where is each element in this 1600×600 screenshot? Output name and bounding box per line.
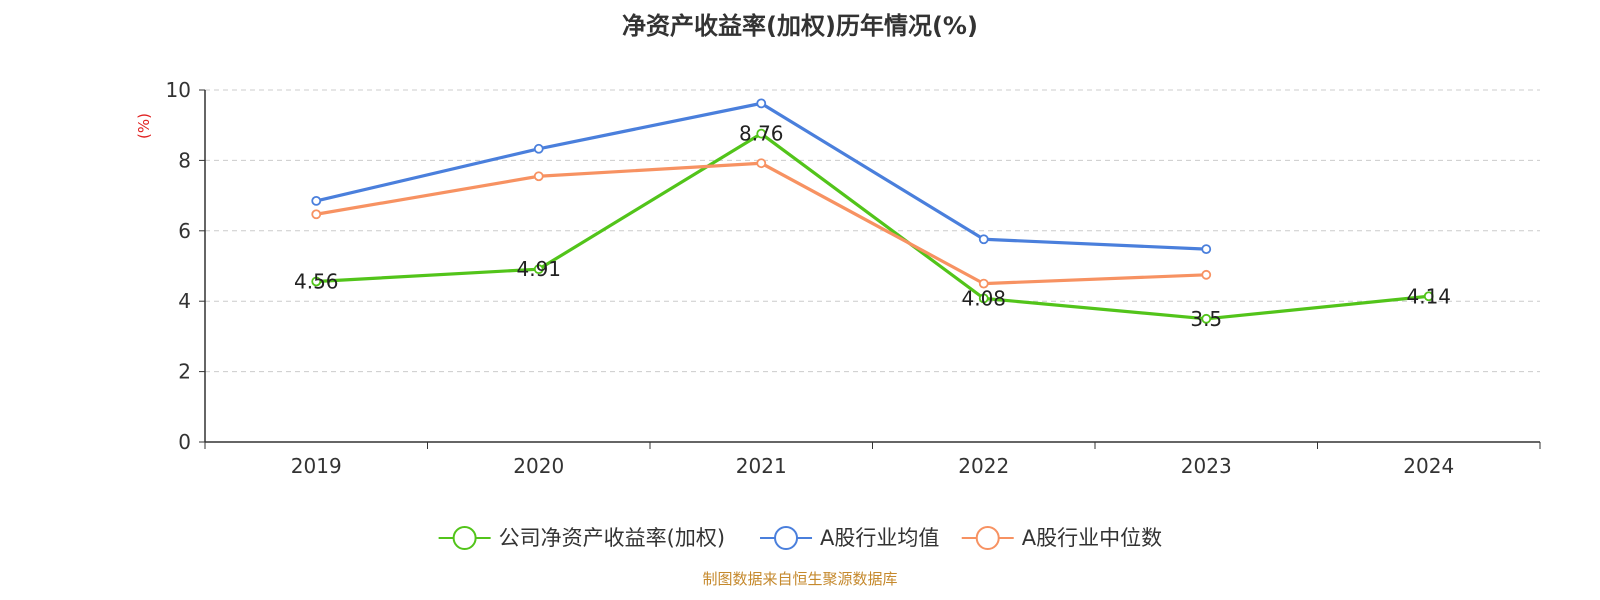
- y-tick-label: 10: [166, 78, 191, 102]
- data-label: 4.56: [294, 269, 339, 293]
- y-tick-label: 4: [178, 289, 191, 313]
- data-label: 4.91: [516, 257, 561, 281]
- series-0-point: [756, 128, 767, 139]
- y-tick-label: 2: [178, 360, 191, 384]
- source-label: 制图数据来自恒生聚源数据库: [702, 570, 898, 588]
- x-tick-label: 2023: [1181, 454, 1232, 478]
- axis-layer: 0 2 4 6 8 10 (%) 2019 2020 2021 2022 2023 2024: [135, 78, 1541, 478]
- series-1-point: [978, 234, 989, 245]
- series-line-2: [314, 161, 1208, 286]
- x-tick-label: 2020: [513, 454, 564, 478]
- grid-layer: [205, 89, 1540, 373]
- legend-layer: 公司净资产收益率(加权) A股行业均值 A股行业中位数: [438, 526, 1162, 550]
- legend-swatch-marker: [975, 526, 1000, 550]
- x-tick-label: 2019: [291, 454, 342, 478]
- chart-title: 净资产收益率(加权)历年情况(%): [622, 12, 978, 40]
- series-1-point: [533, 143, 544, 154]
- y-axis-label: (%): [135, 113, 153, 139]
- legend-swatch-marker: [774, 526, 799, 550]
- x-tick-label: 2021: [736, 454, 787, 478]
- series-0-point: [1201, 313, 1212, 324]
- legend-label: A股行业中位数: [1022, 526, 1162, 550]
- series-2-point: [1201, 269, 1212, 280]
- series-0-point: [1423, 291, 1434, 302]
- y-tick-label: 0: [178, 430, 191, 454]
- legend-swatch-marker: [452, 526, 477, 550]
- series-0-point: [311, 276, 322, 287]
- series-2-point: [311, 209, 322, 220]
- series-layer: [311, 98, 1434, 324]
- label-layer: 4.56 4.91 8.76 4.08 3.5 4.14: [294, 122, 1451, 331]
- x-tick-label: 2024: [1403, 454, 1454, 478]
- data-label: 4.08: [961, 286, 1006, 310]
- series-1-point: [1201, 244, 1212, 255]
- data-label: 4.14: [1406, 284, 1451, 308]
- series-2-point: [533, 171, 544, 182]
- legend-label: 公司净资产收益率(加权): [499, 526, 725, 550]
- series-2-point: [978, 278, 989, 289]
- y-tick-label: 8: [178, 148, 191, 172]
- series-0-point: [533, 264, 544, 275]
- series-2-point: [756, 158, 767, 169]
- data-label: 3.5: [1190, 307, 1222, 331]
- legend-label: A股行业均值: [820, 526, 939, 550]
- series-1-point: [756, 98, 767, 109]
- series-0-point: [978, 293, 989, 304]
- y-tick-label: 6: [178, 219, 191, 243]
- series-1-point: [311, 195, 322, 206]
- series-line-0: [314, 132, 1431, 321]
- x-tick-label: 2022: [958, 454, 1009, 478]
- data-label: 8.76: [739, 122, 784, 146]
